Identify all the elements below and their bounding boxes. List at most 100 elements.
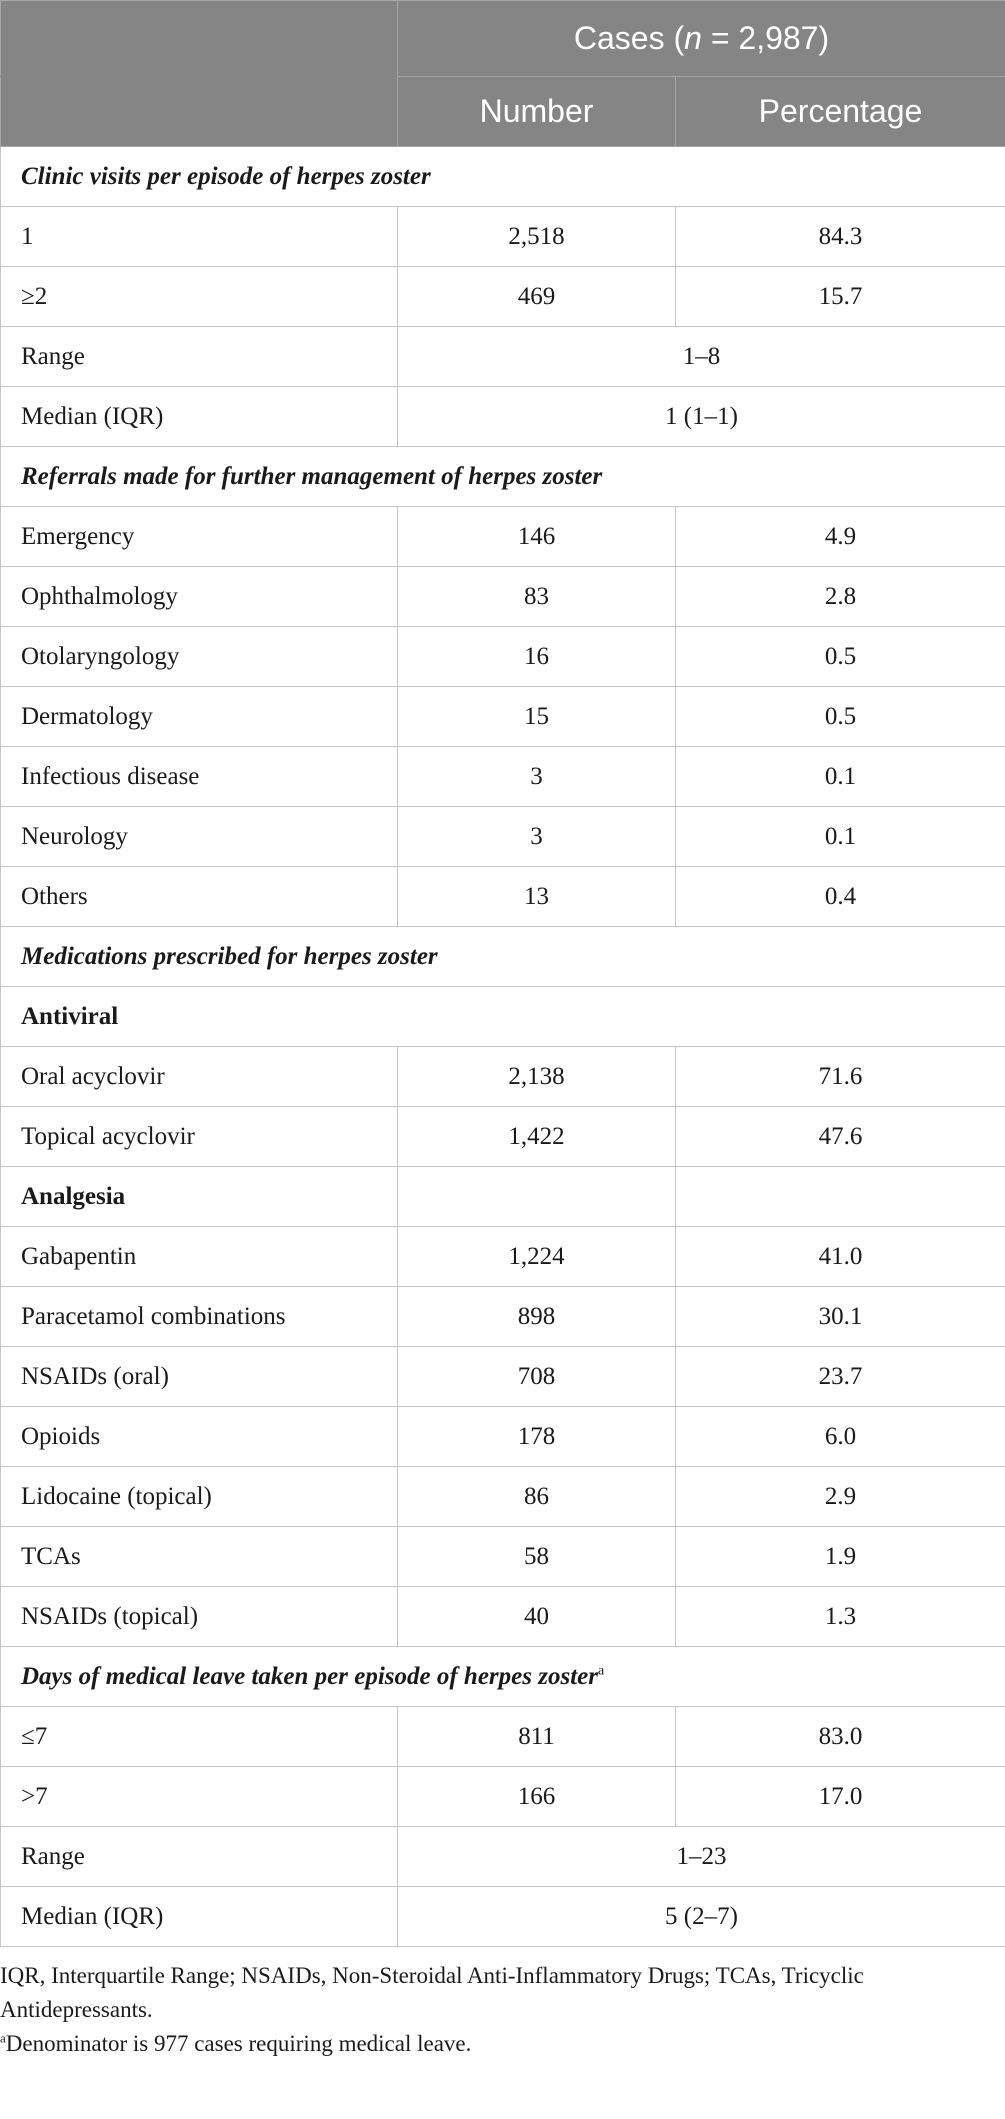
herpes-zoster-table: Cases (n = 2,987) Number Percentage Clin… <box>0 0 1005 1947</box>
table-row: ≤7 811 83.0 <box>0 1706 1005 1767</box>
row-number: 58 <box>397 1526 676 1587</box>
row-number: 40 <box>397 1586 676 1647</box>
row-label: Emergency <box>0 506 398 567</box>
section-row-medications: Medications prescribed for herpes zoster <box>0 926 1005 987</box>
row-label: >7 <box>0 1766 398 1827</box>
row-number: 16 <box>397 626 676 687</box>
row-label: Gabapentin <box>0 1226 398 1287</box>
table-row: 1 2,518 84.3 <box>0 206 1005 267</box>
abbreviations-note: IQR, Interquartile Range; NSAIDs, Non-St… <box>0 1963 864 2022</box>
row-percentage: 4.9 <box>675 506 1005 567</box>
table-row: Ophthalmology 83 2.8 <box>0 566 1005 627</box>
row-label: Ophthalmology <box>0 566 398 627</box>
row-number: 898 <box>397 1286 676 1347</box>
table-row: Gabapentin 1,224 41.0 <box>0 1226 1005 1287</box>
table-row: Infectious disease 3 0.1 <box>0 746 1005 807</box>
footnote-marker: a <box>0 2030 6 2046</box>
section-row-referrals: Referrals made for further management of… <box>0 446 1005 507</box>
table-row: Median (IQR) 1 (1–1) <box>0 386 1005 447</box>
section-row-medical-leave: Days of medical leave taken per episode … <box>0 1646 1005 1707</box>
table-row: Range 1–8 <box>0 326 1005 387</box>
denominator-text: Denominator is 977 cases requiring medic… <box>5 2031 472 2056</box>
row-label: Lidocaine (topical) <box>0 1466 398 1527</box>
row-percentage: 0.1 <box>675 806 1005 867</box>
row-label: NSAIDs (topical) <box>0 1586 398 1647</box>
row-label: Otolaryngology <box>0 626 398 687</box>
row-label: Median (IQR) <box>0 1886 398 1947</box>
table-row: Oral acyclovir 2,138 71.6 <box>0 1046 1005 1107</box>
number-column-header: Number <box>397 76 676 147</box>
row-percentage: 84.3 <box>675 206 1005 267</box>
row-number: 811 <box>397 1706 676 1767</box>
section-title: Days of medical leave taken per episode … <box>0 1646 1005 1707</box>
row-percentage: 1.9 <box>675 1526 1005 1587</box>
row-label: NSAIDs (oral) <box>0 1346 398 1407</box>
row-label: ≤7 <box>0 1706 398 1767</box>
row-label: Neurology <box>0 806 398 867</box>
row-percentage: 6.0 <box>675 1406 1005 1467</box>
empty-cell <box>675 1166 1005 1227</box>
row-percentage: 83.0 <box>675 1706 1005 1767</box>
table-row: Range 1–23 <box>0 1826 1005 1887</box>
table-row: Paracetamol combinations 898 30.1 <box>0 1286 1005 1347</box>
table-row: TCAs 58 1.9 <box>0 1526 1005 1587</box>
row-number: 2,138 <box>397 1046 676 1107</box>
subheading-label: Analgesia <box>0 1166 398 1227</box>
row-percentage: 0.1 <box>675 746 1005 807</box>
subheading-label: Antiviral <box>0 986 1005 1047</box>
row-number: 15 <box>397 686 676 747</box>
row-label: Infectious disease <box>0 746 398 807</box>
row-number: 3 <box>397 746 676 807</box>
row-percentage: 23.7 <box>675 1346 1005 1407</box>
row-number: 166 <box>397 1766 676 1827</box>
section-title: Referrals made for further management of… <box>0 446 1005 507</box>
table-row: NSAIDs (oral) 708 23.7 <box>0 1346 1005 1407</box>
row-percentage: 15.7 <box>675 266 1005 327</box>
percentage-column-header: Percentage <box>675 76 1005 147</box>
table-header: Cases (n = 2,987) Number Percentage <box>0 0 1005 147</box>
table-row: Emergency 146 4.9 <box>0 506 1005 567</box>
row-percentage: 47.6 <box>675 1106 1005 1167</box>
row-label: Opioids <box>0 1406 398 1467</box>
section-title: Clinic visits per episode of herpes zost… <box>0 146 1005 207</box>
row-number: 13 <box>397 866 676 927</box>
section-title: Medications prescribed for herpes zoster <box>0 926 1005 987</box>
row-percentage: 41.0 <box>675 1226 1005 1287</box>
header-blank-cell-2 <box>0 76 398 147</box>
row-percentage: 1.3 <box>675 1586 1005 1647</box>
row-number: 83 <box>397 566 676 627</box>
row-number: 178 <box>397 1406 676 1467</box>
row-percentage: 0.4 <box>675 866 1005 927</box>
row-percentage: 2.9 <box>675 1466 1005 1527</box>
row-label: Range <box>0 326 398 387</box>
table-row: Dermatology 15 0.5 <box>0 686 1005 747</box>
row-percentage: 30.1 <box>675 1286 1005 1347</box>
row-number: 3 <box>397 806 676 867</box>
row-label: Dermatology <box>0 686 398 747</box>
table-row: Lidocaine (topical) 86 2.9 <box>0 1466 1005 1527</box>
row-number: 2,518 <box>397 206 676 267</box>
table-row: Neurology 3 0.1 <box>0 806 1005 867</box>
table-row: NSAIDs (topical) 40 1.3 <box>0 1586 1005 1647</box>
row-range-value: 1–23 <box>397 1826 1005 1887</box>
table-row: Opioids 178 6.0 <box>0 1406 1005 1467</box>
row-number: 86 <box>397 1466 676 1527</box>
row-number: 1,422 <box>397 1106 676 1167</box>
row-percentage: 0.5 <box>675 626 1005 687</box>
denominator-note: aDenominator is 977 cases requiring medi… <box>0 2027 1005 2061</box>
row-label: Range <box>0 1826 398 1887</box>
row-percentage: 0.5 <box>675 686 1005 747</box>
subheading-row-analgesia: Analgesia <box>0 1166 1005 1227</box>
row-median-value: 1 (1–1) <box>397 386 1005 447</box>
row-label: 1 <box>0 206 398 267</box>
row-range-value: 1–8 <box>397 326 1005 387</box>
row-label: Topical acyclovir <box>0 1106 398 1167</box>
table-row: Median (IQR) 5 (2–7) <box>0 1886 1005 1947</box>
table-footnotes: IQR, Interquartile Range; NSAIDs, Non-St… <box>0 1947 1005 2061</box>
row-percentage: 71.6 <box>675 1046 1005 1107</box>
row-label: Others <box>0 866 398 927</box>
table-row: >7 166 17.0 <box>0 1766 1005 1827</box>
row-number: 708 <box>397 1346 676 1407</box>
table-container: Cases (n = 2,987) Number Percentage Clin… <box>0 0 1005 2061</box>
row-percentage: 17.0 <box>675 1766 1005 1827</box>
